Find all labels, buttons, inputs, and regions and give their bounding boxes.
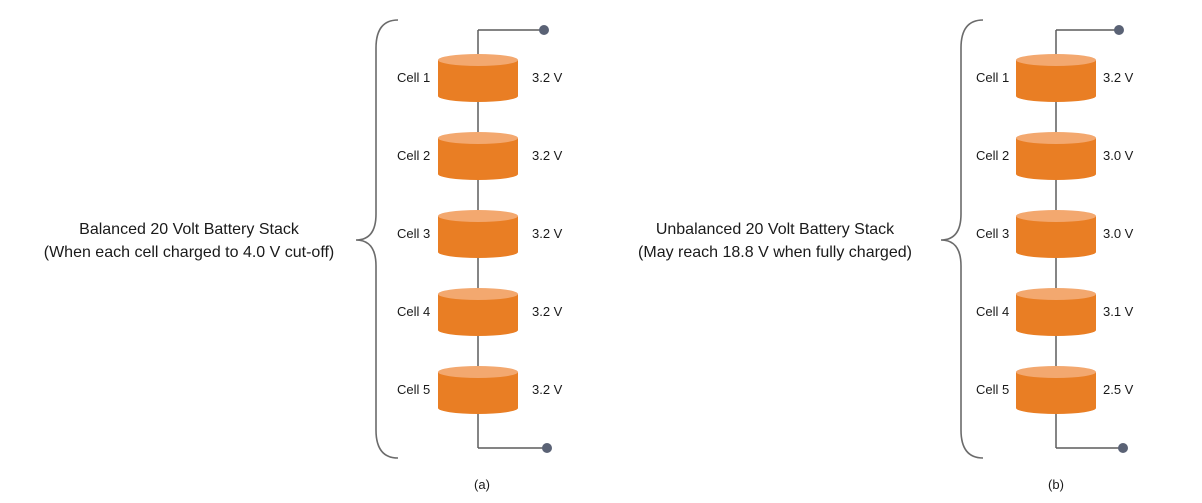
stack-a-title-line-1: Balanced 20 Volt Battery Stack xyxy=(79,221,300,238)
stack-b-cell-3: Cell 3 3.0 V xyxy=(976,210,1134,258)
stack-b-brace xyxy=(940,19,984,459)
stack-a-caption: (a) xyxy=(474,477,490,492)
cell-top xyxy=(1016,54,1096,66)
cell-voltage: 3.0 V xyxy=(1103,148,1134,163)
cell-voltage: 3.2 V xyxy=(1103,70,1134,85)
cell-body xyxy=(438,138,518,180)
stack-a-cell-2: Cell 2 3.2 V xyxy=(397,132,563,180)
cell-body xyxy=(1016,138,1096,180)
stack-b-cell-2: Cell 2 3.0 V xyxy=(976,132,1134,180)
stack-a-negative-terminal xyxy=(542,443,552,453)
stack-a-cell-1: Cell 1 3.2 V xyxy=(397,54,563,102)
stack-a-title-line-2: (When each cell charged to 4.0 V cut-off… xyxy=(44,244,335,261)
cell-body xyxy=(438,60,518,102)
stack-b: Unbalanced 20 Volt Battery Stack (May re… xyxy=(638,19,1134,492)
cell-body xyxy=(438,216,518,258)
cell-voltage: 3.2 V xyxy=(532,382,563,397)
stack-b-positive-terminal xyxy=(1114,25,1124,35)
stack-b-negative-terminal xyxy=(1118,443,1128,453)
cell-top xyxy=(438,288,518,300)
cell-body xyxy=(1016,216,1096,258)
cell-label: Cell 4 xyxy=(976,304,1009,319)
cell-voltage: 3.2 V xyxy=(532,226,563,241)
stack-b-cell-4: Cell 4 3.1 V xyxy=(976,288,1134,336)
stack-b-title-line-1: Unbalanced 20 Volt Battery Stack xyxy=(656,221,895,238)
cell-voltage: 3.2 V xyxy=(532,148,563,163)
cell-label: Cell 2 xyxy=(397,148,430,163)
cell-voltage: 3.1 V xyxy=(1103,304,1134,319)
stack-a: Balanced 20 Volt Battery Stack (When eac… xyxy=(44,19,563,492)
stack-b-cell-5: Cell 5 2.5 V xyxy=(976,366,1134,414)
cell-top xyxy=(1016,288,1096,300)
stack-a-cell-5: Cell 5 3.2 V xyxy=(397,366,563,414)
cell-body xyxy=(438,372,518,414)
cell-label: Cell 5 xyxy=(397,382,430,397)
cell-top xyxy=(1016,210,1096,222)
cell-top xyxy=(438,54,518,66)
cell-label: Cell 4 xyxy=(397,304,430,319)
stack-a-cell-4: Cell 4 3.2 V xyxy=(397,288,563,336)
cell-label: Cell 1 xyxy=(397,70,430,85)
cell-top xyxy=(438,132,518,144)
stack-a-brace xyxy=(355,19,399,459)
cell-voltage: 3.2 V xyxy=(532,70,563,85)
cell-voltage: 2.5 V xyxy=(1103,382,1134,397)
cell-top xyxy=(1016,366,1096,378)
stack-b-title-line-2: (May reach 18.8 V when fully charged) xyxy=(638,244,912,261)
cell-body xyxy=(1016,294,1096,336)
cell-label: Cell 5 xyxy=(976,382,1009,397)
cell-body xyxy=(1016,372,1096,414)
cell-label: Cell 3 xyxy=(976,226,1009,241)
cell-body xyxy=(438,294,518,336)
cell-top xyxy=(1016,132,1096,144)
cell-top xyxy=(438,210,518,222)
stack-a-cell-3: Cell 3 3.2 V xyxy=(397,210,563,258)
cell-body xyxy=(1016,60,1096,102)
cell-label: Cell 3 xyxy=(397,226,430,241)
cell-label: Cell 2 xyxy=(976,148,1009,163)
stack-b-caption: (b) xyxy=(1048,477,1064,492)
cell-top xyxy=(438,366,518,378)
cell-voltage: 3.2 V xyxy=(532,304,563,319)
stack-b-cell-1: Cell 1 3.2 V xyxy=(976,54,1134,102)
stack-a-positive-terminal xyxy=(539,25,549,35)
cell-label: Cell 1 xyxy=(976,70,1009,85)
cell-voltage: 3.0 V xyxy=(1103,226,1134,241)
